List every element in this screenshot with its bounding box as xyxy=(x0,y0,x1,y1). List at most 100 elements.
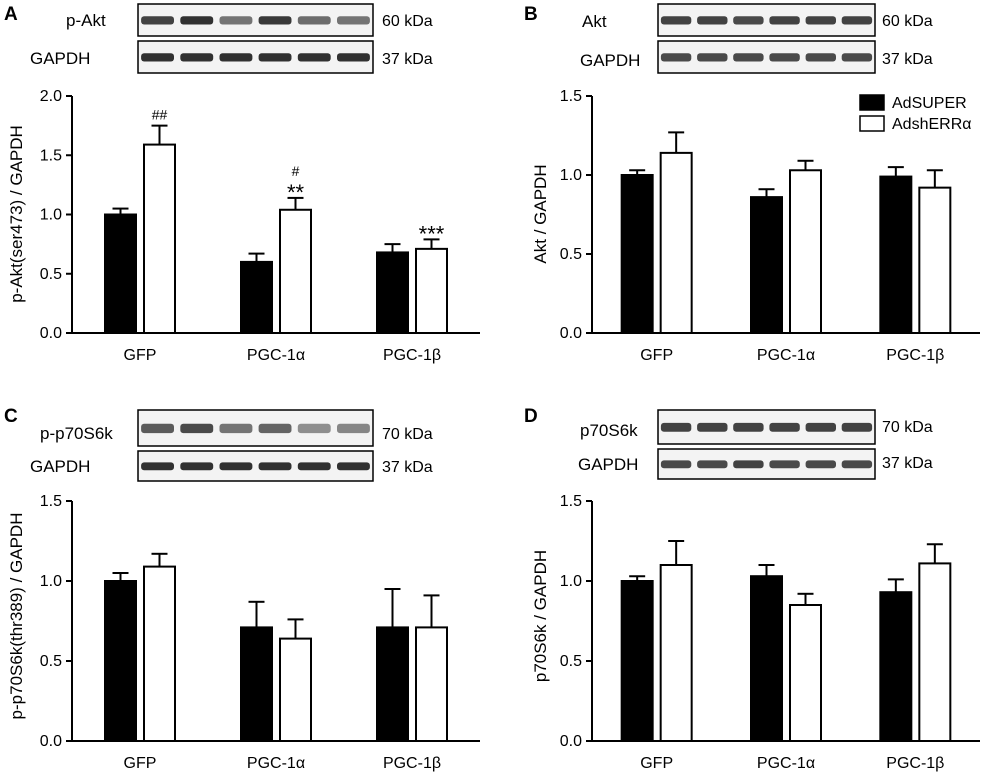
y-tick-label: 1.5 xyxy=(560,493,582,510)
legend-swatch-adsherra xyxy=(859,115,885,132)
blot-band xyxy=(660,460,692,469)
blot-band xyxy=(769,460,800,469)
bar xyxy=(279,637,312,743)
bar xyxy=(879,175,913,334)
category-label: GFP xyxy=(640,347,673,364)
blot-band xyxy=(219,16,253,25)
blot-kda: 37 kDa xyxy=(382,51,433,68)
blot-row-gapdh: GAPDH 37 kDa xyxy=(30,40,433,74)
bar xyxy=(659,564,693,742)
significance-marker: # xyxy=(292,163,300,179)
blot-kda: 70 kDa xyxy=(382,426,433,443)
bar xyxy=(143,565,176,742)
blot-band xyxy=(141,16,174,25)
y-tick-label: 0.5 xyxy=(40,266,62,283)
blot-row-akt: Akt 60 kDa xyxy=(582,3,933,37)
blot-band xyxy=(805,16,836,25)
category-label: GFP xyxy=(124,755,157,772)
bar xyxy=(104,580,137,742)
blot-label: GAPDH xyxy=(30,49,90,68)
bar xyxy=(750,575,783,742)
bar xyxy=(789,169,822,334)
blot-band xyxy=(219,462,253,471)
category-label: PGC-1β xyxy=(886,755,944,772)
blot-band xyxy=(219,423,253,434)
blot-band xyxy=(297,462,331,471)
blot-bands xyxy=(141,53,370,62)
blot-strip xyxy=(137,450,374,482)
y-tick-label: 0.0 xyxy=(40,325,62,342)
blot-band xyxy=(841,460,873,469)
category-label: PGC-1α xyxy=(757,755,815,772)
blot-band xyxy=(258,462,292,471)
blot-band xyxy=(258,423,292,434)
y-tick-label: 1.0 xyxy=(560,167,582,184)
blot-strip xyxy=(137,40,374,74)
bar xyxy=(376,626,409,742)
blot-band xyxy=(337,462,370,471)
y-tick-label: 0.0 xyxy=(40,733,62,750)
blot-kda: 37 kDa xyxy=(882,51,933,68)
blot-band xyxy=(337,16,370,25)
blot-row-p70s6k: p70S6k 70 kDa xyxy=(580,409,933,445)
blot-band xyxy=(297,423,331,434)
y-tick-label: 1.5 xyxy=(40,493,62,510)
blot-band xyxy=(841,16,873,25)
panel-letter: D xyxy=(524,406,538,427)
blot-kda: 60 kDa xyxy=(882,13,933,30)
bar xyxy=(879,591,913,742)
bar xyxy=(240,626,273,742)
category-label: PGC-1β xyxy=(383,347,441,364)
bar xyxy=(918,186,952,334)
blot-band xyxy=(769,16,800,25)
bar xyxy=(750,196,783,334)
blot-row-gapdh: GAPDH 37 kDa xyxy=(580,40,933,74)
blot-strip xyxy=(137,3,374,37)
blot-band xyxy=(297,53,331,62)
y-tick-label: 0.5 xyxy=(560,653,582,670)
bar-chart: 0.0 0.5 1.0 1.5 2.0 GFP PGC-1α PGC-1β ## **# *** xyxy=(40,88,480,364)
bar-chart: 0.0 0.5 1.0 1.5 GFP PGC-1α PGC-1β xyxy=(40,493,480,772)
significance-marker: *** xyxy=(419,221,445,246)
blot-band xyxy=(660,53,692,62)
significance-marker: ## xyxy=(152,107,168,123)
bar xyxy=(918,562,952,742)
blot-band xyxy=(180,16,214,25)
blot-band xyxy=(733,422,764,432)
legend-label-adsuper: AdSUPER xyxy=(892,95,967,112)
blot-label: p-Akt xyxy=(66,11,106,30)
blot-band xyxy=(769,53,800,62)
blot-row-p-p70s6k: p-p70S6k 70 kDa xyxy=(40,409,433,447)
y-tick-label: 2.0 xyxy=(40,88,62,105)
panel-a: A p-Akt 60 kDa GAPDH 37 kDa p-Akt(ser473… xyxy=(4,3,480,364)
blot-band xyxy=(697,460,728,469)
blot-label: GAPDH xyxy=(30,457,90,476)
blot-band xyxy=(769,422,800,432)
blot-band xyxy=(297,16,331,25)
legend-swatch-adsuper xyxy=(859,94,885,111)
bar xyxy=(789,604,822,742)
blot-band xyxy=(841,53,873,62)
blot-bands xyxy=(141,423,370,434)
blot-band xyxy=(180,423,214,434)
blot-label: GAPDH xyxy=(580,51,640,70)
blot-band xyxy=(141,462,174,471)
blot-band xyxy=(219,53,253,62)
blot-kda: 60 kDa xyxy=(382,13,433,30)
blot-band xyxy=(697,422,728,432)
category-label: PGC-1α xyxy=(247,347,305,364)
bar xyxy=(620,580,654,742)
blot-band xyxy=(141,53,174,62)
significance-marker: ** xyxy=(287,180,305,205)
blot-row-p-akt: p-Akt 60 kDa xyxy=(66,3,433,37)
panel-c: C p-p70S6k 70 kDa GAPDH 37 kDa p-p70S6k(… xyxy=(4,406,480,772)
blot-band xyxy=(141,423,174,434)
y-axis-label: Akt / GAPDH xyxy=(531,164,550,263)
legend-label-adsherra: AdshERRα xyxy=(892,116,972,133)
y-tick-label: 0.0 xyxy=(560,325,582,342)
blot-strip xyxy=(137,409,374,447)
category-label: PGC-1β xyxy=(383,755,441,772)
panel-letter: C xyxy=(4,406,18,427)
category-label: GFP xyxy=(124,347,157,364)
blot-bands xyxy=(141,462,370,471)
